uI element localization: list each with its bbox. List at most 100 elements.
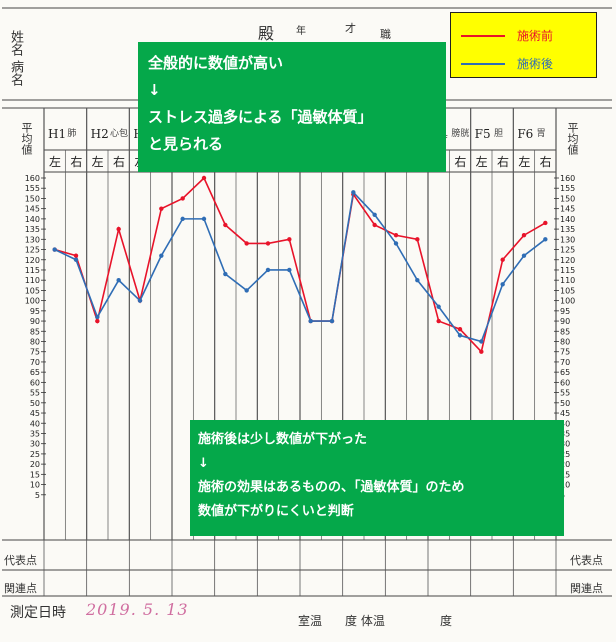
- tick-label-left: 35: [30, 429, 40, 438]
- data-point-before: [159, 206, 164, 211]
- data-point-after: [265, 267, 271, 273]
- data-point-after: [244, 288, 249, 293]
- tick-label-left: 85: [30, 327, 40, 336]
- avg-label-right: 平均値: [566, 122, 579, 155]
- tick-label-right: 60: [560, 378, 570, 387]
- side-left-label: 左: [518, 154, 530, 169]
- legend-after: 施術後: [461, 55, 553, 72]
- tick-label-right: 120: [560, 256, 575, 265]
- side-right-label: 右: [540, 154, 552, 169]
- tick-label-left: 95: [30, 307, 40, 316]
- tick-label-right: 25: [560, 450, 570, 459]
- column-name-H2: 心包: [110, 127, 128, 139]
- data-point-before: [223, 222, 228, 228]
- series-line-after: [54, 190, 546, 343]
- tick-label-left: 15: [30, 470, 40, 479]
- tick-label-right: 95: [560, 307, 570, 316]
- legend: 施術前 施術後: [450, 12, 597, 78]
- data-point-after: [180, 216, 185, 222]
- tick-label-right: 150: [560, 194, 575, 203]
- data-point-before: [372, 222, 377, 228]
- data-point-after: [543, 237, 548, 242]
- tick-label-left: 115: [25, 266, 40, 275]
- data-point-before: [521, 233, 527, 238]
- data-point-before: [436, 318, 441, 324]
- legend-after-line: [461, 62, 505, 65]
- column-header-F5: F5: [475, 127, 491, 141]
- callout-top-line2: ↓: [148, 81, 161, 99]
- side-left-label: 左: [476, 154, 488, 169]
- tick-label-left: 5: [35, 491, 40, 500]
- data-point-before: [500, 257, 505, 262]
- tick-label-left: 125: [25, 246, 40, 255]
- tick-label-left: 150: [25, 194, 40, 203]
- tick-label-left: 30: [30, 440, 40, 449]
- tick-label-right: 45: [560, 409, 570, 418]
- data-point-after: [521, 253, 527, 258]
- measurement-date: 2019. 5. 13: [86, 600, 189, 619]
- side-right-label: 右: [497, 154, 509, 169]
- tick-label-left: 110: [25, 276, 40, 285]
- measure-datetime-label: 測定日時: [10, 605, 66, 621]
- tick-label-right: 35: [560, 429, 570, 438]
- tick-label-left: 75: [30, 348, 40, 357]
- tick-label-right: 20: [560, 460, 570, 469]
- data-point-after: [201, 216, 207, 222]
- tick-label-right: 130: [560, 235, 575, 244]
- data-point-after: [372, 212, 377, 217]
- tick-label-right: 90: [560, 317, 570, 326]
- disease-label: 病名: [8, 60, 23, 86]
- side-right-label: 右: [454, 154, 466, 169]
- tick-label-right: 160: [560, 174, 575, 183]
- series-line-before: [54, 176, 546, 354]
- tick-label-right: 70: [560, 358, 570, 367]
- tick-label-right: 125: [560, 246, 575, 255]
- tick-label-left: 10: [30, 481, 40, 490]
- tick-label-right: 15: [560, 470, 570, 479]
- data-point-after: [351, 190, 356, 195]
- data-point-before: [287, 237, 292, 242]
- data-point-before: [116, 226, 121, 232]
- callout-bottom-line2: ↓: [198, 456, 209, 471]
- tick-label-left: 45: [30, 409, 40, 418]
- column-header-F6: F6: [517, 127, 533, 141]
- age-label: 才: [345, 22, 356, 35]
- tick-label-left: 20: [30, 460, 40, 469]
- tick-label-right: 145: [560, 205, 575, 214]
- data-point-after: [329, 318, 335, 324]
- tick-label-right: 110: [560, 276, 575, 285]
- tick-label-left: 40: [30, 419, 40, 428]
- data-point-after: [73, 257, 79, 262]
- tick-label-left: 145: [25, 205, 40, 214]
- legend-after-label: 施術後: [517, 57, 554, 71]
- tick-label-right: 135: [560, 225, 575, 234]
- tick-label-right: 30: [560, 440, 570, 449]
- tick-label-left: 90: [30, 317, 40, 326]
- tick-label-left: 70: [30, 358, 40, 367]
- honorific-label: 殿: [258, 24, 275, 43]
- callout-bottom-line4: 数値が下がりにくいと判断: [198, 504, 354, 519]
- related-point-label: 関連点: [4, 582, 37, 595]
- callout-top: 全般的に数値が高い ↓ ストレス過多による「過敏体質」 と見られる: [138, 42, 446, 172]
- tick-label-left: 55: [30, 389, 40, 398]
- data-point-after: [287, 267, 292, 273]
- data-point-before: [415, 237, 420, 242]
- tick-label-right: 80: [560, 338, 570, 347]
- tick-label-left: 135: [25, 225, 40, 234]
- tick-label-right: 115: [560, 266, 575, 275]
- body-temp-label: 度 体温: [345, 614, 385, 628]
- data-point-after: [415, 277, 420, 283]
- avg-label-left: 平均値: [20, 122, 33, 155]
- data-point-before: [393, 233, 399, 238]
- callout-top-line3: ストレス過多による「過敏体質」: [148, 108, 373, 126]
- tick-label-right: 50: [560, 399, 570, 408]
- column-name-H1: 肺: [67, 128, 76, 139]
- tick-label-right: 100: [560, 297, 575, 306]
- tick-label-left: 80: [30, 338, 40, 347]
- column-name-F6: 胃: [537, 128, 546, 139]
- side-right-label: 右: [113, 154, 125, 169]
- side-left-label: 左: [92, 154, 104, 169]
- callout-bottom-line1: 施術後は少し数値が下がった: [198, 432, 368, 447]
- data-point-after: [137, 298, 143, 303]
